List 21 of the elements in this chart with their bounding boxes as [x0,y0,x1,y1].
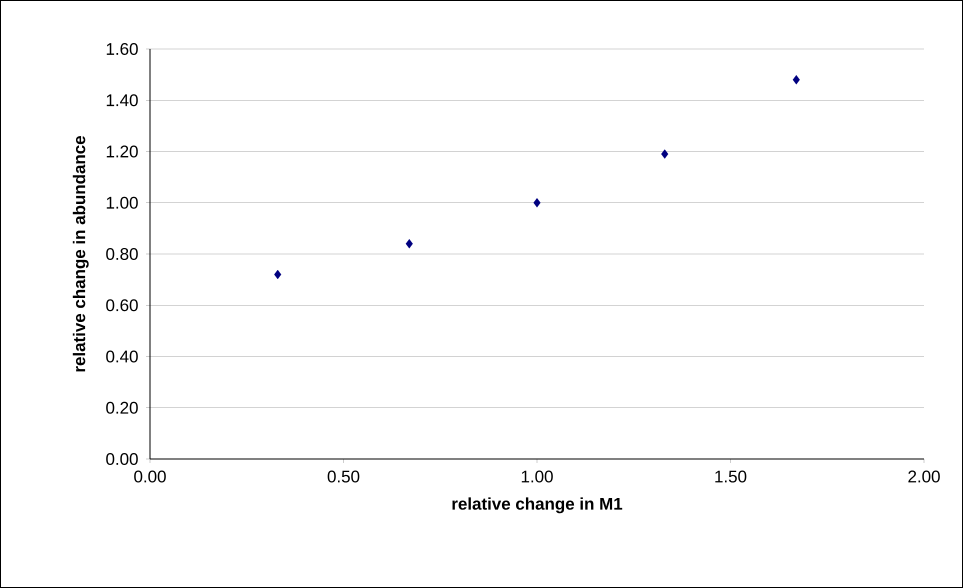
point [406,239,413,248]
y-tick-label: 1.00 [106,196,138,209]
y-tick-label: 1.40 [106,94,138,106]
point [274,270,282,280]
x-tick-label: 1.50 [715,470,746,483]
y-tick-label: 0.80 [106,248,138,260]
y-tick-label: 0.00 [106,453,138,465]
point [661,149,668,159]
x-axis-title: relative change in M1 [452,497,622,514]
point [533,198,541,208]
y-tick-label: 0.20 [106,402,138,414]
y-tick-label: 0.40 [106,350,138,362]
x-tick-label: 1.00 [522,470,553,483]
x-tick-label: 0.50 [328,470,360,483]
y-axis-title: relative change in abundance [72,136,89,372]
y-tick-label: 1.60 [106,43,138,55]
x-tick-label: 0.00 [134,470,166,483]
point [792,75,800,84]
y-tick-label: 1.20 [106,146,138,158]
x-tick-label: 2.00 [908,470,940,483]
y-tick-label: 0.60 [106,299,138,312]
